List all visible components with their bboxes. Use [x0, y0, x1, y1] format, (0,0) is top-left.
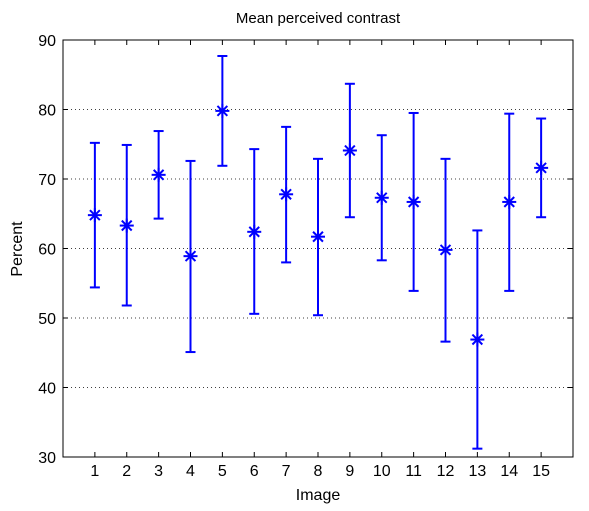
errorbar-point [502, 112, 517, 292]
asterisk-stroke [280, 188, 292, 200]
y-tick-label: 40 [38, 381, 56, 398]
errorbar-point [87, 141, 102, 289]
y-tick-label: 60 [38, 242, 56, 259]
errorbar-point [247, 148, 262, 315]
mean-asterisk-marker [374, 190, 389, 205]
errorbar-point [342, 82, 357, 219]
y-axis-ticks: 30 40 50 60 70 80 90 [38, 33, 573, 467]
errorbar-point [183, 159, 198, 354]
mean-asterisk-marker [215, 103, 230, 118]
x-tick-label: 14 [500, 463, 518, 480]
errorbar-point [119, 143, 134, 307]
x-tick-label: 4 [186, 463, 195, 480]
x-tick-label: 11 [405, 463, 422, 480]
asterisk-stroke [312, 231, 324, 243]
mean-asterisk-marker [406, 194, 421, 209]
chart-title: Mean perceived contrast [236, 10, 401, 27]
asterisk-stroke [152, 169, 165, 181]
mean-asterisk-marker [279, 187, 294, 202]
x-tick-label: 6 [250, 463, 259, 480]
errorbar-point [406, 111, 421, 292]
mean-asterisk-marker [502, 194, 517, 209]
x-tick-label: 3 [154, 463, 163, 480]
asterisk-stroke [248, 226, 260, 238]
y-axis-label: Percent [9, 221, 26, 277]
mean-asterisk-marker [438, 242, 453, 257]
mean-asterisk-marker [470, 332, 485, 347]
gridlines [63, 109, 573, 388]
y-tick-label: 30 [38, 450, 56, 467]
asterisk-stroke [439, 244, 452, 256]
x-tick-label: 7 [282, 463, 291, 480]
errorbar-point [374, 134, 389, 262]
errorbar-point [438, 157, 453, 343]
x-tick-label: 15 [532, 463, 550, 480]
errorbar-point [151, 130, 166, 220]
x-tick-label: 10 [373, 463, 391, 480]
asterisk-stroke [216, 105, 229, 117]
x-tick-label: 5 [218, 463, 227, 480]
asterisk-stroke [535, 162, 547, 174]
asterisk-stroke [503, 196, 515, 208]
y-tick-label: 80 [38, 103, 56, 120]
mean-asterisk-marker [342, 143, 357, 158]
x-axis-label: Image [296, 487, 341, 504]
mean-asterisk-marker [183, 249, 198, 264]
asterisk-stroke [376, 192, 388, 204]
mean-asterisk-marker [247, 224, 262, 239]
x-tick-label: 2 [122, 463, 131, 480]
asterisk-stroke [344, 144, 356, 157]
mean-asterisk-marker [119, 218, 134, 233]
errorbar-point [534, 117, 549, 219]
y-tick-label: 50 [38, 311, 56, 328]
x-tick-label: 9 [345, 463, 354, 480]
asterisk-stroke [407, 196, 420, 208]
errorbar-point [311, 157, 325, 317]
mean-asterisk-marker [311, 229, 325, 244]
x-tick-label: 8 [314, 463, 323, 480]
x-axis-ticks: 1 2 3 4 5 6 7 8 9 10 11 12 13 14 15 [90, 40, 550, 480]
errorbar-point [279, 125, 294, 264]
errorbar-point [470, 229, 485, 450]
y-tick-label: 90 [38, 33, 56, 50]
asterisk-stroke [184, 250, 197, 262]
asterisk-stroke [89, 209, 101, 221]
x-tick-label: 12 [437, 463, 455, 480]
mean-asterisk-marker [534, 160, 549, 175]
y-tick-label: 70 [38, 172, 56, 189]
x-tick-label: 1 [90, 463, 99, 480]
errorbar-point [215, 54, 230, 167]
mean-asterisk-marker [87, 208, 102, 223]
asterisk-stroke [471, 333, 484, 346]
x-tick-label: 13 [468, 463, 486, 480]
mean-asterisk-marker [151, 167, 166, 182]
errorbar-series [87, 54, 549, 450]
asterisk-stroke [121, 219, 133, 232]
